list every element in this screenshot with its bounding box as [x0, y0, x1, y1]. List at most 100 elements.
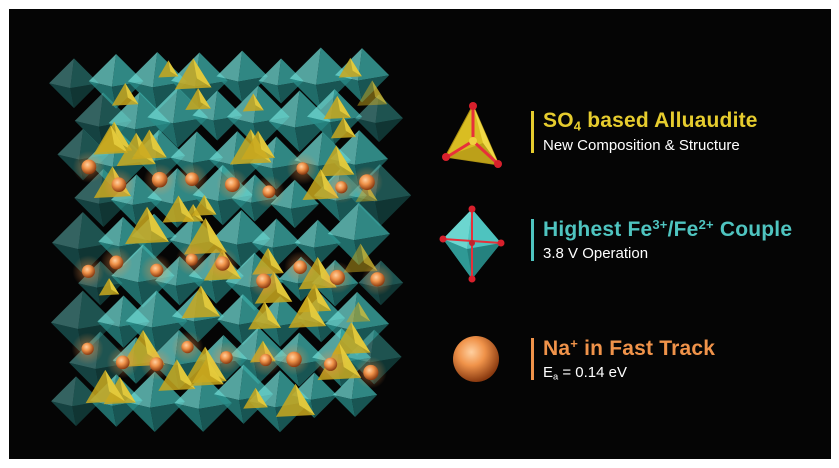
crystal-octahedron — [310, 395, 338, 419]
na-ion-sphere-icon — [453, 336, 499, 382]
crystal-octahedron — [291, 179, 319, 209]
na-ion — [296, 162, 309, 175]
crystal-octahedron — [327, 202, 359, 241]
crystal-octahedron — [310, 372, 338, 400]
crystal-octahedron — [212, 210, 242, 245]
crystal-tetrahedron — [206, 357, 224, 385]
crystal-octahedron — [111, 275, 144, 308]
crystal-octahedron — [217, 294, 243, 325]
na-ion — [109, 255, 124, 270]
legend-accent-bar — [531, 219, 534, 261]
crystal-tetrahedron — [307, 296, 327, 327]
crystal-octahedron — [358, 48, 390, 81]
crystal-octahedron — [97, 321, 124, 348]
crystal-octahedron — [278, 278, 302, 302]
crystal-octahedron — [74, 92, 104, 127]
crystal-tetrahedron — [351, 321, 371, 353]
crystal-octahedron — [97, 295, 124, 327]
crystal-octahedron — [127, 51, 158, 88]
crystal-tetrahedron — [178, 195, 195, 222]
crystal-tetrahedron — [350, 57, 362, 77]
crystal-octahedron — [258, 58, 282, 86]
crystal-octahedron — [334, 75, 363, 103]
na-ion — [81, 264, 95, 278]
crystal-octahedron — [171, 316, 198, 343]
crystal-structure-illustration — [49, 47, 412, 433]
na-ion — [262, 185, 276, 199]
crystal-tetrahedron — [176, 359, 196, 390]
crystal-octahedron — [354, 130, 389, 165]
crystal-tetrahedron — [198, 88, 211, 109]
crystal-octahedron — [209, 131, 238, 165]
crystal-tetrahedron — [119, 376, 136, 403]
crystal-octahedron — [69, 362, 101, 394]
na-ion — [149, 357, 164, 372]
crystal-octahedron — [238, 50, 268, 82]
legend-title-so4: SO4 based Alluaudite — [543, 109, 758, 134]
so4-tetrahedron-icon — [442, 102, 502, 168]
na-ion — [286, 351, 302, 368]
crystal-octahedron — [150, 401, 185, 432]
na-ion — [335, 181, 348, 194]
crystal-octahedron — [192, 115, 218, 141]
crystal-octahedron — [198, 403, 232, 432]
crystal-tetrahedron — [339, 342, 362, 378]
crystal-octahedron — [226, 85, 259, 124]
crystal-tetrahedron — [105, 369, 125, 402]
fe-octahedron-icon — [439, 205, 505, 283]
crystal-octahedron — [225, 281, 255, 311]
crystal-octahedron — [355, 118, 380, 143]
na-ion — [259, 353, 272, 367]
na-ion — [219, 351, 233, 364]
crystal-tetrahedron — [343, 116, 356, 138]
legend-subtitle-so4: New Composition & Structure — [543, 137, 740, 154]
crystal-octahedron — [88, 81, 117, 109]
crystal-tetrahedron — [200, 285, 221, 317]
crystal-octahedron — [90, 400, 117, 427]
crystal-octahedron — [270, 203, 295, 229]
crystal-octahedron — [272, 242, 301, 268]
crystal-tetrahedron — [205, 217, 227, 253]
crystal-octahedron — [125, 290, 157, 328]
na-ion — [224, 177, 240, 193]
legend-subtitle-na-ion: Ea = 0.14 eV — [543, 364, 627, 382]
crystal-octahedron — [252, 218, 277, 248]
na-ion — [370, 272, 385, 287]
crystal-octahedron — [74, 120, 104, 150]
crystal-octahedron — [88, 53, 117, 87]
na-ion — [115, 355, 130, 370]
crystal-octahedron — [306, 116, 335, 145]
crystal-octahedron — [332, 394, 356, 417]
crystal-tetrahedron — [255, 387, 268, 408]
crystal-octahedron — [49, 58, 75, 89]
na-ion — [111, 177, 127, 192]
crystal-octahedron — [98, 216, 124, 247]
legend-subtitle-fe-couple: 3.8 V Operation — [543, 245, 649, 262]
crystal-tetrahedron — [267, 247, 284, 274]
crystal-octahedron — [216, 76, 243, 103]
crystal-tetrahedron — [372, 80, 388, 105]
crystal-octahedron — [249, 401, 281, 433]
legend-accent-bar — [531, 111, 534, 153]
crystal-tetrahedron — [149, 129, 167, 158]
crystal-octahedron — [51, 212, 83, 250]
crystal-tetrahedron — [264, 301, 281, 328]
legend-title-fe-couple: Highest Fe3+/Fe2+ Couple — [543, 217, 793, 242]
crystal-octahedron — [57, 128, 84, 160]
crystal-octahedron — [375, 118, 404, 143]
crystal-tetrahedron — [109, 278, 120, 295]
crystal-octahedron — [216, 50, 243, 82]
crystal-octahedron — [327, 234, 359, 266]
crystal-octahedron — [258, 80, 282, 104]
na-ion — [323, 357, 338, 371]
crystal-tetrahedron — [204, 195, 217, 215]
crystal-octahedron — [213, 394, 244, 424]
crystal-tetrahedron — [314, 283, 332, 311]
crystal-octahedron — [72, 401, 101, 427]
crystal-octahedron — [268, 121, 300, 153]
crystal-tetrahedron — [337, 95, 351, 118]
na-ion — [185, 253, 198, 266]
crystal-octahedron — [231, 198, 255, 222]
na-ion — [185, 172, 199, 187]
crystal-octahedron — [124, 401, 155, 432]
